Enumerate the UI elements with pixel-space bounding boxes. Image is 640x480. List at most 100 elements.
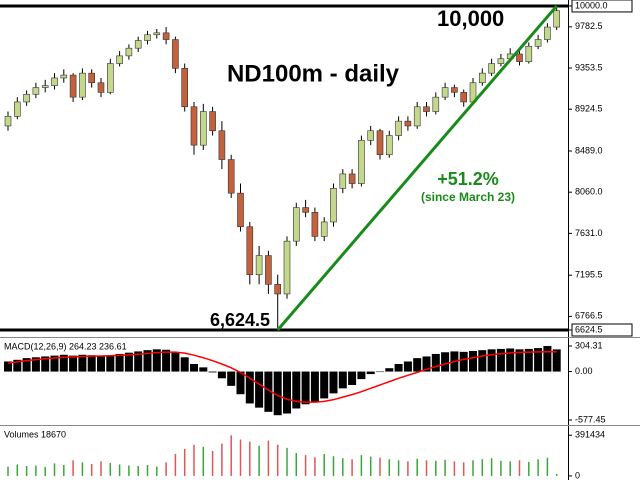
- macd-bar: [143, 350, 152, 372]
- macd-bar: [366, 371, 375, 375]
- candle-body: [144, 34, 151, 41]
- macd-bar: [403, 361, 412, 372]
- candle-body: [125, 47, 133, 57]
- candle-body: [413, 106, 421, 127]
- macd-bar: [292, 371, 301, 409]
- macd-bar: [487, 349, 496, 372]
- candle-body: [60, 74, 68, 79]
- macd-label: MACD(12,26,9) 264.23 236.61: [4, 341, 127, 351]
- candle-body: [348, 173, 356, 184]
- macd-bar: [134, 351, 143, 372]
- macd-bar: [320, 371, 329, 399]
- macd-bar: [431, 353, 440, 372]
- candle-body: [237, 192, 244, 228]
- macd-bar: [227, 371, 236, 386]
- macd-bar: [338, 371, 347, 389]
- macd-bar: [385, 368, 394, 372]
- candle-body: [172, 39, 179, 69]
- candle-body: [339, 173, 347, 189]
- macd-bar: [180, 357, 189, 372]
- tick-box: [571, 323, 633, 337]
- chart-title: ND100m - daily: [227, 60, 400, 87]
- y-tick-label: 10000.0: [575, 0, 608, 10]
- macd-bar: [524, 348, 533, 372]
- macd-bar: [217, 371, 226, 379]
- candle-body: [292, 207, 300, 242]
- y-tick-label: 7195.5: [575, 270, 603, 280]
- annotation: 10,000: [437, 6, 504, 31]
- macd-bar: [515, 349, 524, 372]
- candle-body: [367, 130, 375, 141]
- candle-body: [385, 135, 393, 156]
- candle-body: [274, 284, 282, 295]
- macd-bar: [106, 355, 115, 372]
- candle-body: [404, 120, 412, 127]
- macd-bar: [13, 359, 22, 372]
- candle-body: [116, 55, 123, 64]
- macd-bar: [543, 346, 552, 372]
- candle-body: [246, 226, 254, 276]
- candle-body: [4, 116, 12, 127]
- y-tick-label: 304.31: [575, 340, 603, 350]
- candle-body: [534, 39, 542, 47]
- y-tick-label: 8060.0: [575, 187, 603, 197]
- candle-body: [209, 111, 216, 132]
- annotation: 6,624.5: [210, 310, 270, 330]
- candle-body: [153, 32, 161, 36]
- y-tick-label: -577.45: [575, 414, 606, 424]
- candle-body: [32, 87, 40, 95]
- candle-body: [330, 188, 337, 223]
- candle-body: [423, 106, 430, 112]
- candle-body: [283, 240, 291, 295]
- macd-bar: [31, 357, 40, 372]
- macd-bar: [469, 351, 477, 372]
- annotation: (since March 23): [421, 190, 515, 204]
- macd-bar: [4, 361, 12, 372]
- macd-bar: [87, 355, 96, 372]
- macd-bar: [394, 364, 403, 372]
- macd-bar: [506, 348, 515, 372]
- macd-bar: [478, 350, 487, 372]
- candle-body: [265, 255, 272, 285]
- macd-bar: [413, 358, 422, 372]
- candle-body: [41, 85, 49, 88]
- candle-body: [134, 40, 142, 49]
- annotation: +51.2%: [437, 169, 499, 189]
- macd-bar: [208, 371, 217, 373]
- candle-body: [255, 255, 263, 276]
- macd-bar: [69, 355, 78, 372]
- y-tick-label: 7631.0: [575, 228, 603, 238]
- candle-body: [451, 87, 458, 93]
- macd-bar: [190, 364, 198, 372]
- candle-body: [376, 130, 384, 156]
- y-tick-label: 6766.5: [575, 311, 603, 321]
- y-tick-label: 9782.5: [575, 21, 603, 31]
- macd-bar: [357, 371, 366, 380]
- candle-body: [525, 45, 533, 62]
- macd-bar: [171, 352, 180, 372]
- y-tick-label: 391434: [575, 430, 605, 440]
- y-tick-label: 8489.0: [575, 145, 603, 155]
- candle-body: [478, 72, 486, 84]
- candle-body: [200, 111, 207, 146]
- candle-body: [497, 58, 505, 64]
- candle-body: [311, 212, 319, 237]
- candle-body: [358, 140, 365, 184]
- macd-bar: [496, 348, 505, 372]
- candle-body: [553, 10, 561, 28]
- candle-body: [69, 74, 77, 98]
- macd-bar: [162, 349, 171, 372]
- macd-bar: [310, 371, 319, 402]
- macd-bar: [41, 356, 50, 372]
- macd-bar: [124, 352, 133, 372]
- macd-bar: [534, 348, 543, 372]
- y-tick-label: 0.00: [575, 366, 593, 376]
- macd-bar: [22, 358, 31, 372]
- candle-body: [162, 32, 170, 40]
- macd-bar: [422, 356, 431, 372]
- candle-body: [79, 72, 86, 98]
- macd-bar: [264, 371, 273, 412]
